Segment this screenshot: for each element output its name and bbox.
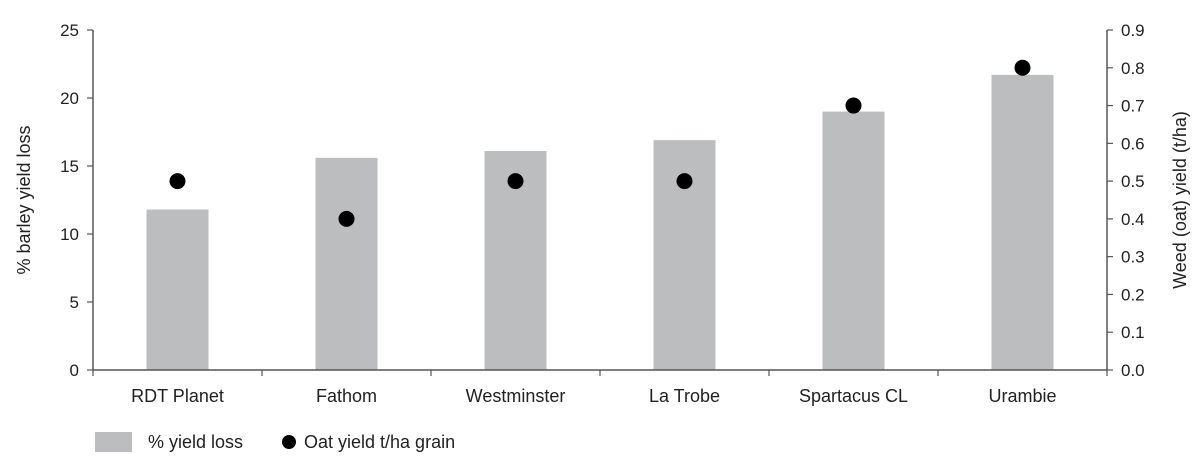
right-tick-label: 0.2 [1121,285,1145,304]
legend-bar-label: % yield loss [148,432,243,452]
point-series [169,59,1031,227]
category-label: Fathom [316,386,377,406]
left-tick-labels: 0 5 10 15 20 25 [60,21,93,380]
point [676,173,693,190]
left-tick-label: 15 [60,157,79,176]
left-tick-label: 10 [60,225,79,244]
bar [146,209,209,370]
category-label: La Trobe [649,386,720,406]
legend-point-label: Oat yield t/ha grain [304,432,455,452]
category-label: Urambie [988,386,1056,406]
right-tick-label: 0.7 [1121,97,1145,116]
point [169,173,186,190]
left-tick-label: 0 [70,361,79,380]
right-tick-label: 0.3 [1121,248,1145,267]
y2-axis-title: Weed (oat) yield (t/ha) [1170,111,1190,289]
bar [822,111,885,370]
category-label: RDT Planet [131,386,224,406]
right-tick-label: 0.4 [1121,210,1145,229]
point [507,173,524,190]
category-labels: RDT Planet Fathom Westminster La Trobe Spart… [92,370,1108,406]
right-tick-label: 0.1 [1121,323,1145,342]
bar-series [146,74,1054,370]
category-label: Westminster [466,386,566,406]
legend-bar-swatch [95,432,132,452]
y-axis-title: % barley yield loss [14,125,34,274]
category-label: Spartacus CL [799,386,908,406]
right-tick-labels: 0.0 0.1 0.2 0.3 0.4 0.5 0.6 0.7 0.8 0.9 [1107,21,1145,380]
point [845,97,862,114]
right-tick-label: 0.0 [1121,361,1145,380]
legend-point-marker [282,435,296,449]
right-tick-label: 0.9 [1121,21,1145,40]
right-tick-label: 0.6 [1121,134,1145,153]
point [1014,59,1031,76]
bar [991,74,1054,370]
left-tick-label: 20 [60,89,79,108]
bar [315,157,378,370]
legend: % yield loss Oat yield t/ha grain [95,432,455,452]
left-tick-label: 25 [60,21,79,40]
right-tick-label: 0.8 [1121,59,1145,78]
left-tick-label: 5 [70,293,79,312]
point [338,210,355,227]
right-tick-label: 0.5 [1121,172,1145,191]
